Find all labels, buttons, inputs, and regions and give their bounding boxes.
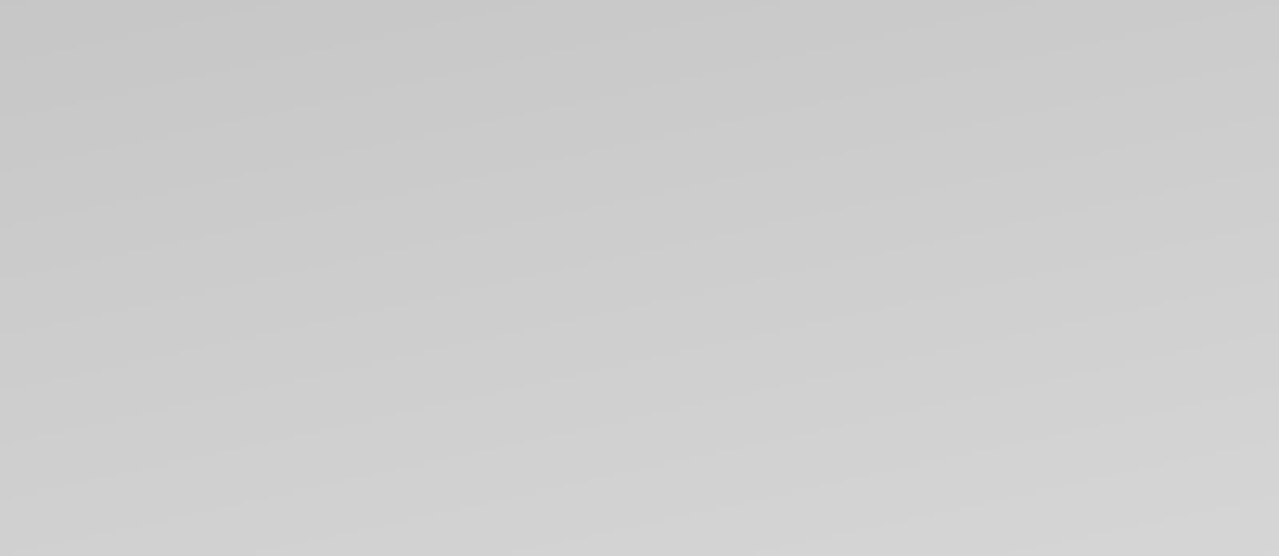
Text: an increase in the hydrogen ion concentration of the blood.: an increase in the hydrogen ion concentr… <box>87 509 955 537</box>
Text: hypercapnia.: hypercapnia. <box>87 225 276 253</box>
Text: The chemoreceptors in the carotid bodies are particularly sensitive to:: The chemoreceptors in the carotid bodies… <box>15 119 1091 148</box>
Text: hypoxia.: hypoxia. <box>87 314 211 342</box>
Text: a decrease in blood pH.: a decrease in blood pH. <box>87 409 431 436</box>
